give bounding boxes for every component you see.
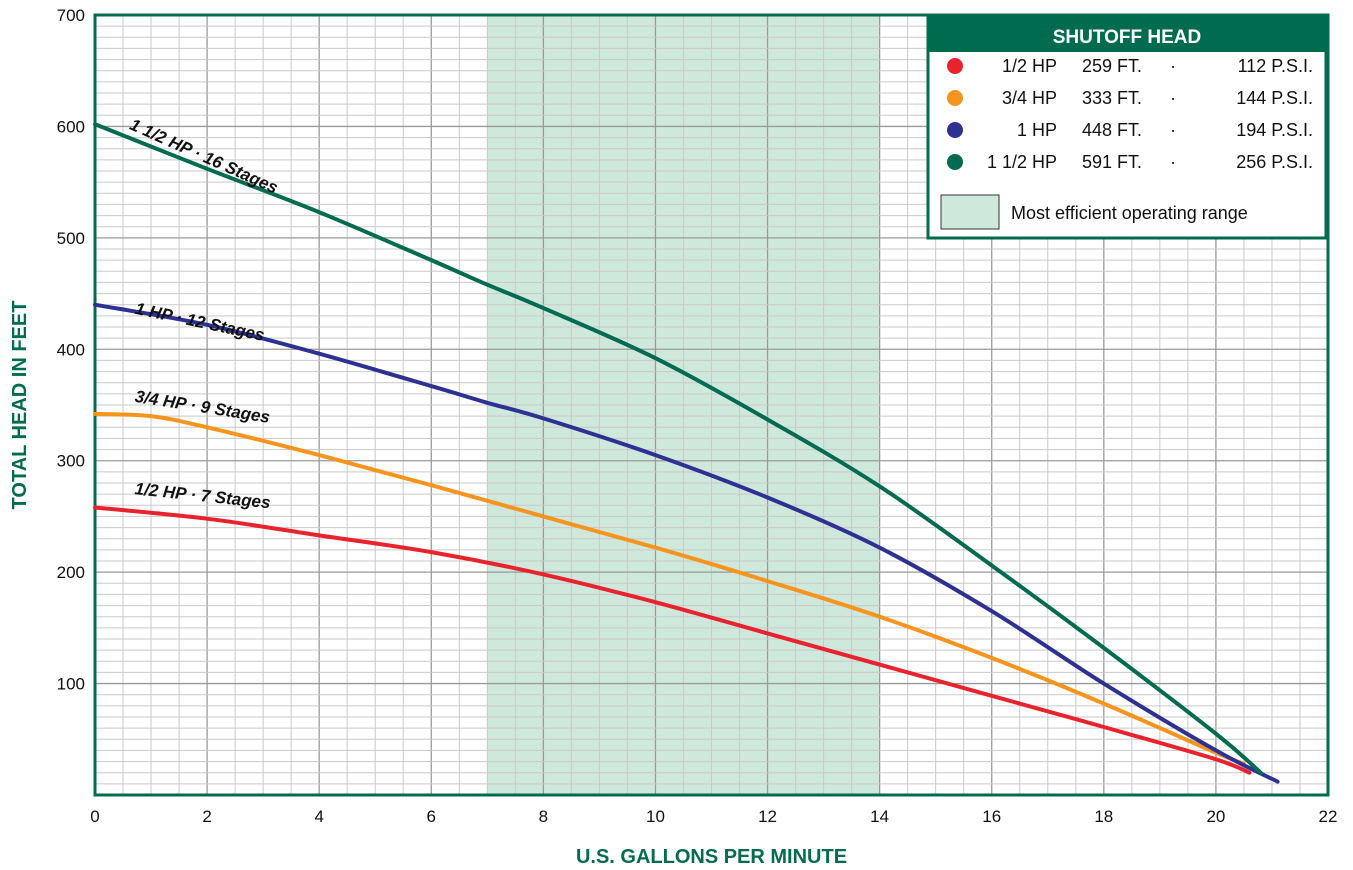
legend-separator: ·: [1170, 56, 1176, 76]
legend-color-dot: [947, 58, 963, 74]
series-lines: [93, 122, 1280, 784]
legend-range-label: Most efficient operating range: [1011, 203, 1248, 223]
legend-separator: ·: [1170, 152, 1176, 172]
legend-psi: 256 P.S.I.: [1236, 152, 1313, 172]
legend-separator: ·: [1170, 88, 1176, 108]
legend-psi: 194 P.S.I.: [1236, 120, 1313, 140]
legend-range-swatch: [940, 194, 1000, 230]
legend-hp: 3/4 HP: [1002, 88, 1057, 108]
plot-frame: [93, 13, 1330, 797]
legend-title: SHUTOFF HEAD: [1053, 27, 1201, 48]
x-axis-ticks: 0 2 4 6 8 10 12 14 16 18 20 22: [90, 807, 1337, 826]
y-axis-ticks: 100 200 300 400 500 600 700: [57, 6, 85, 694]
series-label: 3/4 HP · 9 Stages: [134, 387, 272, 427]
legend-entries: 1/2 HP 259 FT. · 112 P.S.I. 3/4 HP 333 FT. · 14…: [947, 56, 1313, 172]
x-tick-label: 8: [539, 807, 548, 826]
series-line: [93, 122, 1263, 775]
legend-header: [928, 18, 1326, 52]
series-line: [93, 411, 1246, 766]
legend-color-dot: [947, 122, 963, 138]
legend-hp: 1/2 HP: [1002, 56, 1057, 76]
x-tick-label: 10: [646, 807, 665, 826]
x-axis-title: U.S. GALLONS PER MINUTE: [576, 846, 847, 868]
series-line: [93, 302, 1280, 784]
legend-hp: 1 HP: [1017, 120, 1057, 140]
x-tick-label: 18: [1094, 807, 1113, 826]
legend-feet: 259 FT.: [1082, 56, 1142, 76]
legend-separator: ·: [1170, 120, 1176, 140]
y-axis-title: TOTAL HEAD IN FEET: [9, 301, 31, 510]
legend-feet: 448 FT.: [1082, 120, 1142, 140]
legend: SHUTOFF HEAD 1/2 HP 259 FT. · 112 P.S.I. 3/4…: [926, 16, 1328, 240]
legend-psi: 144 P.S.I.: [1236, 88, 1313, 108]
x-tick-label: 22: [1319, 807, 1338, 826]
x-tick-label: 14: [870, 807, 889, 826]
x-tick-label: 2: [202, 807, 211, 826]
x-tick-label: 4: [314, 807, 323, 826]
legend-feet: 591 FT.: [1082, 152, 1142, 172]
y-tick-label: 100: [57, 675, 85, 694]
x-tick-label: 12: [758, 807, 777, 826]
series-line: [93, 505, 1252, 775]
legend-color-dot: [947, 90, 963, 106]
legend-hp: 1 1/2 HP: [987, 152, 1057, 172]
legend-psi: 112 P.S.I.: [1238, 56, 1313, 76]
x-tick-label: 16: [982, 807, 1001, 826]
x-tick-label: 20: [1206, 807, 1225, 826]
series-label: 1/2 HP · 7 Stages: [134, 479, 272, 512]
y-tick-label: 600: [57, 117, 85, 136]
x-tick-label: 6: [427, 807, 436, 826]
y-tick-label: 200: [57, 563, 85, 582]
x-tick-label: 0: [90, 807, 99, 826]
y-tick-label: 300: [57, 452, 85, 471]
y-tick-label: 400: [57, 340, 85, 359]
y-tick-label: 500: [57, 229, 85, 248]
y-tick-label: 700: [57, 6, 85, 25]
legend-color-dot: [947, 154, 963, 170]
legend-feet: 333 FT.: [1082, 88, 1142, 108]
series-label: 1 1/2 HP · 16 Stages: [127, 115, 281, 197]
